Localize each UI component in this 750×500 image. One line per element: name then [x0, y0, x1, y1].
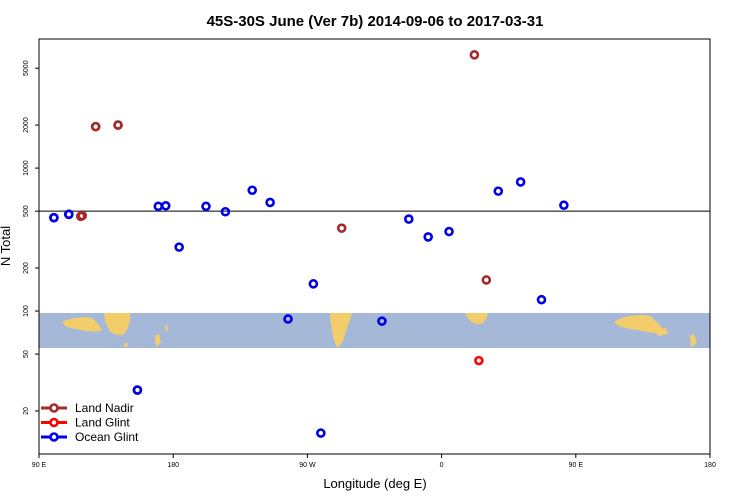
- y-tick-label: 100: [23, 305, 30, 317]
- legend-marker-ocean-glint: [49, 432, 59, 442]
- x-tick-label: 90 E: [32, 462, 47, 469]
- x-tick-label: 180: [167, 462, 179, 469]
- ocean-band: [39, 313, 710, 348]
- ocean-glint-point: [559, 200, 569, 211]
- y-tick-label: 500: [23, 205, 30, 217]
- y-tick-label: 200: [23, 262, 30, 274]
- ocean-glint-point: [444, 226, 454, 237]
- land-nadir-point: [77, 210, 88, 221]
- legend-label-ocean-glint: Ocean Glint: [75, 430, 139, 444]
- ocean-glint-point: [174, 242, 184, 252]
- legend-marker-land-nadir: [49, 403, 59, 413]
- ocean-glint-point: [536, 294, 547, 305]
- ocean-glint-point: [265, 197, 275, 208]
- ocean-glint-point: [132, 385, 143, 395]
- x-tick-label: 90 W: [299, 462, 316, 469]
- x-tick-label: 180: [704, 462, 716, 469]
- y-tick-label: 50: [23, 350, 30, 358]
- ocean-glint-point: [493, 186, 504, 196]
- land-nadir-point: [113, 120, 123, 130]
- landmass-shapes: [62, 313, 697, 348]
- ocean-glint-point: [423, 232, 433, 242]
- chart-title: 45S-30S June (Ver 7b) 2014-09-06 to 2017…: [207, 13, 544, 30]
- y-axis-ticks: 20 50 100 200 500 1000 2000 5000: [23, 60, 39, 415]
- legend-marker-land-glint: [49, 417, 59, 428]
- data-points: [49, 50, 569, 438]
- ocean-glint-point: [515, 177, 526, 187]
- world-map-strip: [39, 313, 710, 348]
- land-nadir-point: [469, 50, 480, 60]
- ocean-glint-point: [247, 185, 258, 196]
- plot-frame: [38, 38, 711, 455]
- ocean-glint-point: [220, 206, 231, 217]
- ocean-glint-point: [160, 200, 171, 211]
- y-tick-label: 1000: [23, 160, 30, 176]
- ocean-glint-point: [308, 279, 319, 289]
- ocean-glint-point: [201, 201, 211, 212]
- land-glint-point: [474, 355, 484, 366]
- x-axis-ticks: 90 E 180 90 W 0 90 E 180: [32, 454, 716, 469]
- ocean-glint-point: [403, 214, 414, 224]
- x-tick-label: 0: [440, 462, 444, 469]
- y-axis-label: N Total: [0, 226, 13, 266]
- ocean-glint-point: [153, 201, 164, 212]
- ocean-glint-point: [283, 314, 293, 324]
- x-tick-label: 90 E: [569, 462, 584, 469]
- y-tick-label: 20: [23, 407, 30, 415]
- land-nadir-point: [481, 275, 492, 285]
- legend-label-land-glint: Land Glint: [75, 416, 130, 430]
- ocean-glint-point: [377, 316, 387, 326]
- ocean-glint-point: [64, 209, 74, 220]
- y-tick-label: 5000: [23, 60, 30, 76]
- ocean-glint-point: [49, 212, 59, 223]
- ocean-glint-point: [316, 428, 326, 438]
- x-axis-label: Longitude (deg E): [323, 476, 426, 491]
- land-nadir-point: [336, 223, 347, 233]
- land-nadir-point: [90, 121, 101, 132]
- legend-label-land-nadir: Land Nadir: [75, 401, 134, 415]
- y-tick-label: 2000: [23, 117, 30, 133]
